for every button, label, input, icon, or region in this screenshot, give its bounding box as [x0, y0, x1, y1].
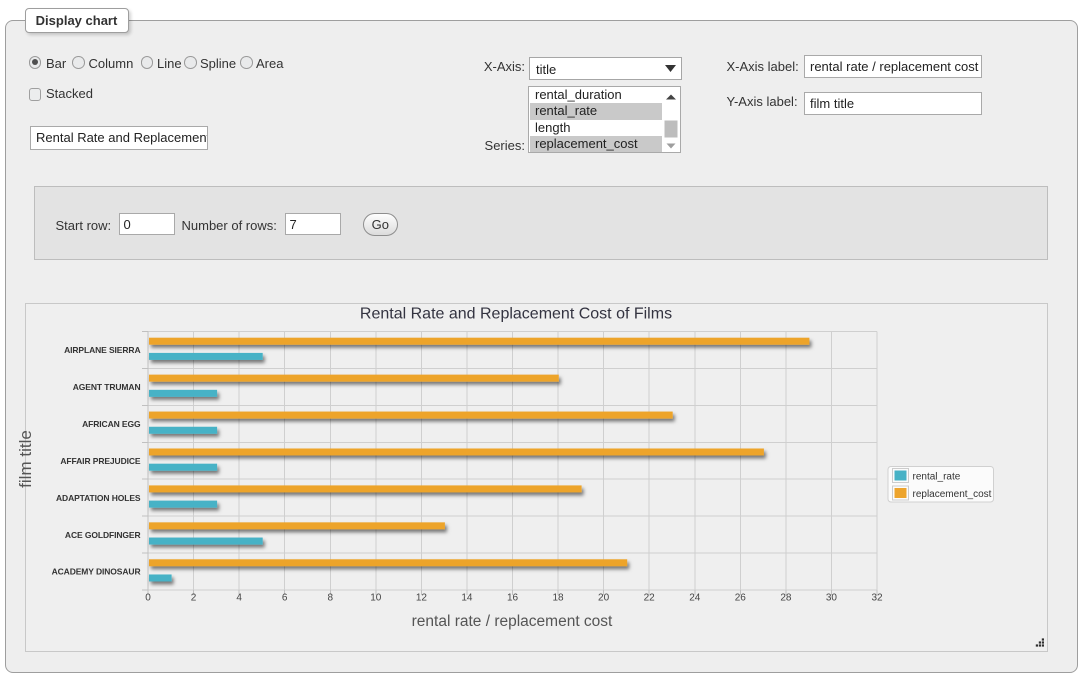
- svg-text:AIRPLANE SIERRA: AIRPLANE SIERRA: [64, 345, 140, 355]
- svg-text:AFRICAN EGG: AFRICAN EGG: [82, 419, 141, 429]
- svg-text:ACE GOLDFINGER: ACE GOLDFINGER: [65, 530, 141, 540]
- svg-text:32: 32: [871, 593, 883, 604]
- svg-text:rental rate / replacement cost: rental rate / replacement cost: [412, 613, 613, 630]
- svg-text:rental_rate: rental_rate: [913, 472, 961, 483]
- svg-text:28: 28: [780, 593, 792, 604]
- svg-text:4: 4: [236, 593, 242, 604]
- svg-text:16: 16: [507, 593, 519, 604]
- svg-text:2: 2: [191, 593, 197, 604]
- svg-text:30: 30: [826, 593, 838, 604]
- svg-text:6: 6: [282, 593, 288, 604]
- svg-text:ACADEMY DINOSAUR: ACADEMY DINOSAUR: [52, 567, 141, 577]
- svg-text:18: 18: [552, 593, 564, 604]
- svg-text:AGENT TRUMAN: AGENT TRUMAN: [73, 382, 141, 392]
- svg-text:replacement_cost: replacement_cost: [913, 489, 992, 500]
- svg-text:ADAPTATION HOLES: ADAPTATION HOLES: [56, 493, 141, 503]
- svg-text:AFFAIR PREJUDICE: AFFAIR PREJUDICE: [60, 456, 141, 466]
- svg-text:0: 0: [145, 593, 151, 604]
- svg-text:24: 24: [689, 593, 701, 604]
- svg-text:14: 14: [461, 593, 473, 604]
- svg-text:Rental Rate and Replacement Co: Rental Rate and Replacement Cost of Film…: [360, 306, 672, 323]
- svg-text:22: 22: [644, 593, 656, 604]
- svg-text:20: 20: [598, 593, 610, 604]
- svg-text:8: 8: [327, 593, 333, 604]
- svg-text:film title: film title: [16, 430, 35, 488]
- svg-text:26: 26: [735, 593, 747, 604]
- svg-text:12: 12: [416, 593, 428, 604]
- svg-text:10: 10: [370, 593, 382, 604]
